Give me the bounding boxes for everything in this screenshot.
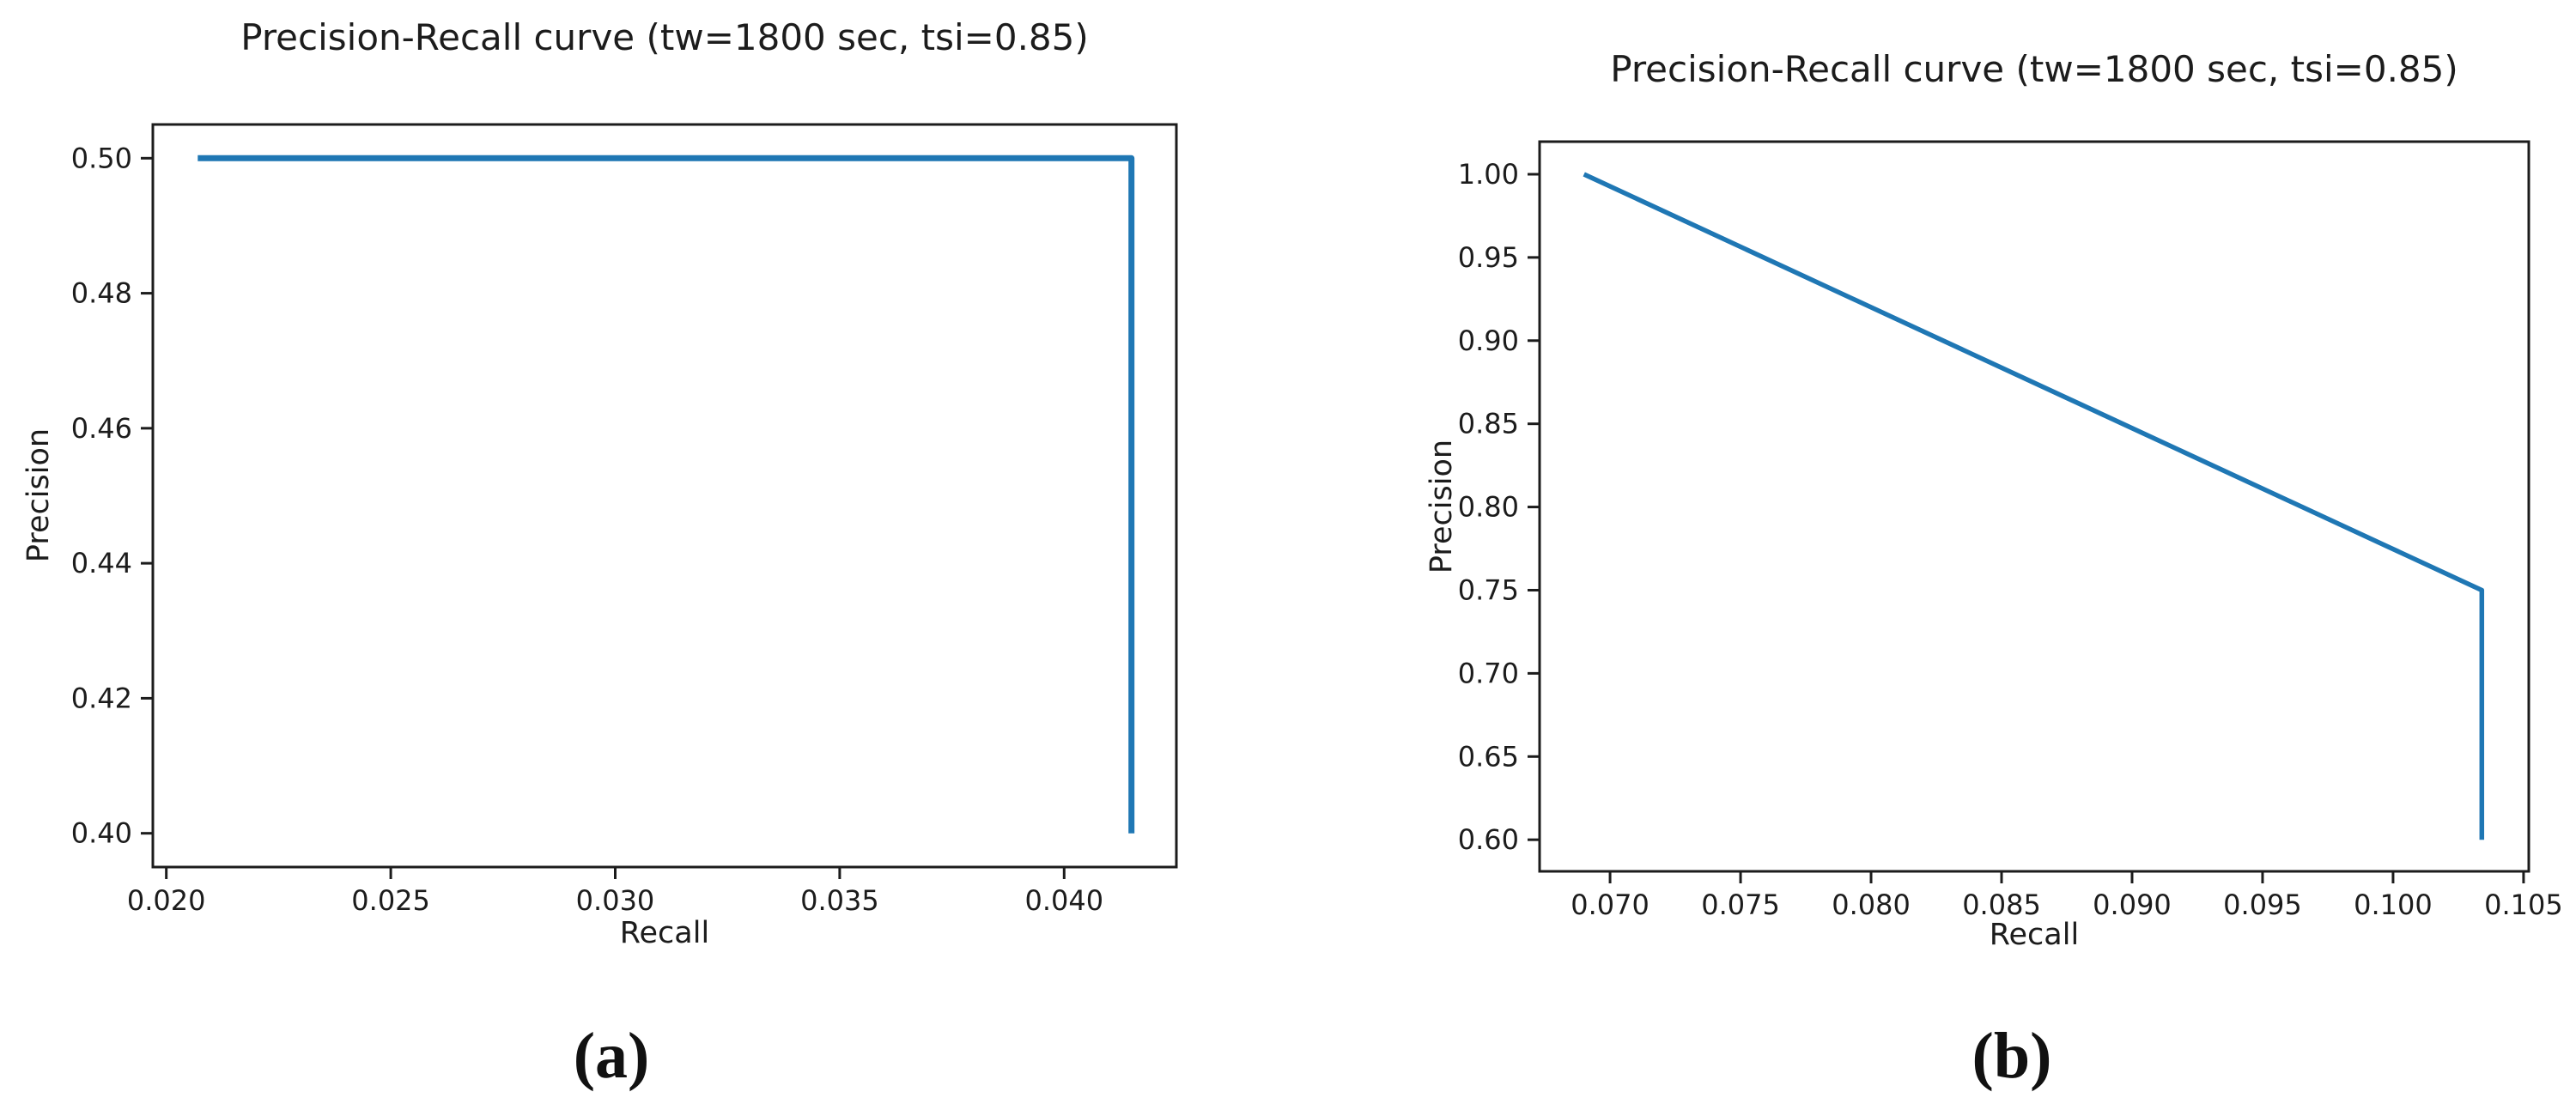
pr-curve-chart-b: 0.070 0.075 0.080 0.085 0.090 0.095 0.100 0.105… bbox=[1425, 48, 2563, 952]
plot-frame bbox=[151, 123, 1178, 869]
x-tick-label: 0.030 bbox=[576, 884, 655, 917]
x-tick-label: 0.095 bbox=[2223, 889, 2302, 921]
y-tick-label: 0.42 bbox=[71, 682, 132, 714]
y-tick-label: 1.00 bbox=[1458, 158, 1519, 191]
y-tick-label: 0.46 bbox=[71, 412, 132, 445]
y-axis-label: Precision bbox=[21, 428, 56, 562]
x-axis-label: Recall bbox=[1990, 918, 2079, 952]
panel-caption-a: (a) bbox=[573, 1020, 650, 1092]
y-tick-label: 0.44 bbox=[71, 547, 132, 579]
precision-recall-curve-line bbox=[1583, 172, 2485, 840]
x-tick-label: 0.075 bbox=[1701, 889, 1780, 921]
chart-title: Precision-Recall curve (tw=1800 sec, tsi… bbox=[240, 16, 1089, 58]
y-tick-label: 0.60 bbox=[1458, 823, 1519, 856]
y-tick-label: 0.85 bbox=[1458, 408, 1519, 440]
x-tick-label: 0.100 bbox=[2354, 889, 2433, 921]
x-tick-label: 0.020 bbox=[127, 884, 206, 917]
x-tick-label: 0.085 bbox=[1962, 889, 2041, 921]
pr-curve-chart-a: 0.020 0.025 0.030 0.035 0.040 0.40 0.42 0.44 0.4… bbox=[21, 16, 1178, 950]
x-tick-label: 0.070 bbox=[1571, 889, 1649, 921]
y-tick-label: 0.95 bbox=[1458, 241, 1519, 274]
plot-frame bbox=[1538, 140, 2530, 873]
x-tick-label: 0.080 bbox=[1832, 889, 1911, 921]
y-tick-label: 0.90 bbox=[1458, 324, 1519, 357]
y-axis-label: Precision bbox=[1425, 440, 1459, 573]
x-tick-label: 0.105 bbox=[2484, 889, 2563, 921]
y-tick-label: 0.48 bbox=[71, 277, 132, 310]
precision-recall-curve-line bbox=[197, 155, 1135, 834]
x-tick-label: 0.025 bbox=[351, 884, 430, 917]
y-tick-label: 0.40 bbox=[71, 817, 132, 850]
x-tick-label: 0.040 bbox=[1024, 884, 1103, 917]
x-tick-label: 0.090 bbox=[2093, 889, 2172, 921]
panel-caption-b: (b) bbox=[1971, 1020, 2052, 1092]
y-tick-label: 0.65 bbox=[1458, 740, 1519, 773]
y-tick-label: 0.70 bbox=[1458, 657, 1519, 689]
x-tick-label: 0.035 bbox=[800, 884, 879, 917]
y-tick-label: 0.50 bbox=[71, 142, 132, 174]
x-axis-label: Recall bbox=[620, 916, 709, 950]
y-tick-label: 0.75 bbox=[1458, 573, 1519, 606]
y-tick-label: 0.80 bbox=[1458, 491, 1519, 524]
chart-title: Precision-Recall curve (tw=1800 sec, tsi… bbox=[1610, 48, 2458, 90]
